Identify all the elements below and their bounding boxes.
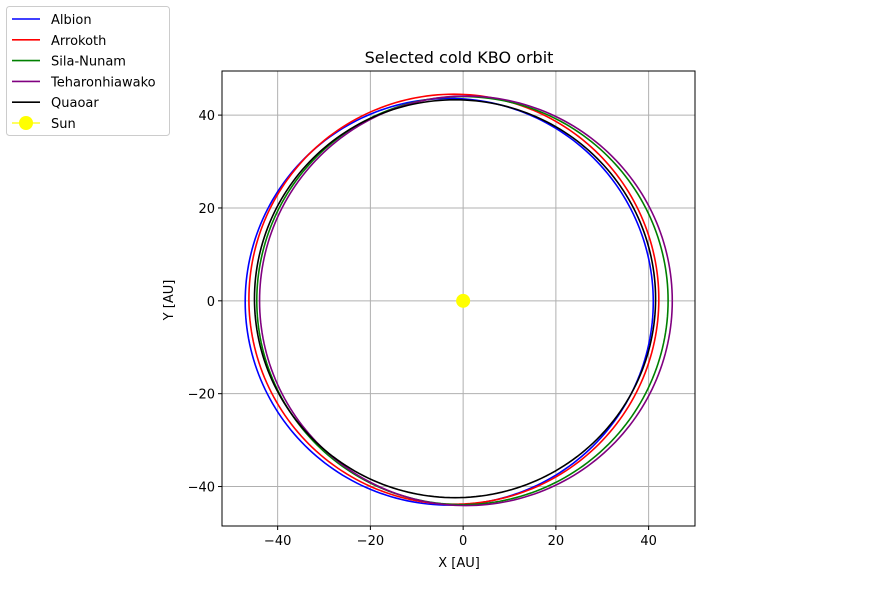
point-sun bbox=[456, 293, 471, 308]
x-tick-label: 20 bbox=[548, 534, 565, 549]
x-axis-label: X [AU] bbox=[438, 556, 480, 571]
orbit-albion bbox=[244, 97, 655, 506]
legend-box bbox=[6, 6, 170, 136]
x-tick-label: −20 bbox=[357, 534, 384, 549]
legend: Albion Arrokoth Sila-Nunam Teharonhiawako Qu… bbox=[6, 6, 170, 136]
legend-marker-sun bbox=[19, 116, 33, 130]
y-axis-ticks: −40 −20 0 20 40 bbox=[188, 109, 222, 496]
orbit-teharonhiawako bbox=[258, 95, 674, 507]
y-axis-label: Y [AU] bbox=[162, 280, 177, 322]
x-axis-ticks: −40 −20 0 20 40 bbox=[264, 526, 657, 549]
y-tick-label: 20 bbox=[198, 202, 215, 217]
orbit-sila-nunam bbox=[255, 95, 669, 506]
x-tick-label: −40 bbox=[264, 534, 291, 549]
y-tick-label: −40 bbox=[188, 481, 215, 496]
y-tick-label: 0 bbox=[207, 295, 215, 310]
legend-label-quaoar: Quaoar bbox=[51, 96, 99, 111]
legend-label-sila-nunam: Sila-Nunam bbox=[51, 55, 126, 70]
axes-frame bbox=[221, 70, 696, 527]
point-markers bbox=[456, 293, 471, 308]
legend-label-sun: Sun bbox=[51, 117, 76, 132]
orbit-arrokoth bbox=[248, 93, 660, 505]
legend-label-arrokoth: Arrokoth bbox=[51, 34, 106, 49]
chart-title: Selected cold KBO orbit bbox=[365, 48, 554, 67]
y-tick-label: −20 bbox=[188, 388, 215, 403]
x-tick-label: 40 bbox=[640, 534, 657, 549]
orbit-lines bbox=[244, 93, 674, 507]
x-tick-label: 0 bbox=[459, 534, 467, 549]
orbit-quaoar bbox=[253, 98, 657, 499]
legend-label-albion: Albion bbox=[51, 13, 92, 28]
legend-label-teharonhiawako: Teharonhiawako bbox=[50, 75, 156, 90]
y-tick-label: 40 bbox=[198, 109, 215, 124]
